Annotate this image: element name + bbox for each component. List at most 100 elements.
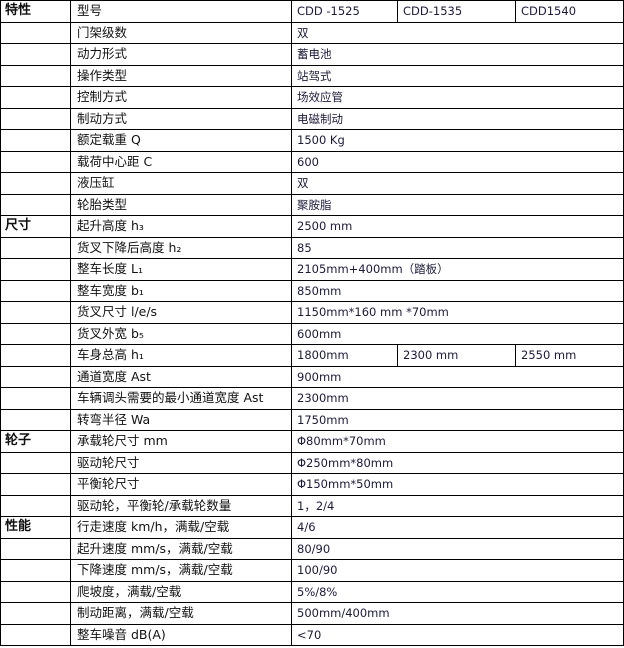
- table-row: 额定载重 Q 1500 Kg: [0, 129, 624, 152]
- label-cell: 驱动轮，平衡轮/承载轮数量: [70, 494, 292, 517]
- label-cell: 控制方式: [70, 86, 292, 109]
- value-cell: 100/90: [291, 559, 624, 582]
- category-cell: 尺寸: [0, 215, 71, 238]
- category-cell: [0, 236, 71, 259]
- table-row: 驱动轮尺寸 Φ250mm*80mm: [0, 451, 624, 474]
- table-row: 整车长度 L₁ 2105mm+400mm（踏板）: [0, 258, 624, 281]
- table-row: 货叉尺寸 l/e/s 1150mm*160 mm *70mm: [0, 301, 624, 324]
- label-cell: 起升速度 mm/s，满载/空载: [70, 537, 292, 560]
- category-cell: [0, 580, 71, 603]
- label-cell: 整车宽度 b₁: [70, 279, 292, 302]
- label-cell: 平衡轮尺寸: [70, 473, 292, 496]
- model-cell: CDD-1535: [397, 0, 516, 23]
- value-cell: 1500 Kg: [291, 129, 624, 152]
- label-cell: 门架级数: [70, 21, 292, 44]
- category-cell: [0, 494, 71, 517]
- category-cell: [0, 279, 71, 302]
- value-cell: 场效应管: [291, 86, 624, 109]
- label-cell: 整车噪音 dB(A): [70, 623, 292, 646]
- value-cell: 2105mm+400mm（踏板）: [291, 258, 624, 281]
- label-cell: 操作类型: [70, 64, 292, 87]
- category-cell: 特性: [0, 0, 71, 23]
- label-cell: 承载轮尺寸 mm: [70, 430, 292, 453]
- label-cell: 下降速度 mm/s，满载/空载: [70, 559, 292, 582]
- table-row: 动力形式 蓄电池: [0, 43, 624, 66]
- table-row: 性能 行走速度 km/h，满载/空载 4/6: [0, 516, 624, 539]
- label-cell: 行走速度 km/h，满载/空载: [70, 516, 292, 539]
- value-cell: 5%/8%: [291, 580, 624, 603]
- category-cell: [0, 43, 71, 66]
- category-cell: [0, 107, 71, 130]
- value-cell: <70: [291, 623, 624, 646]
- label-cell: 货叉尺寸 l/e/s: [70, 301, 292, 324]
- category-cell: 轮子: [0, 430, 71, 453]
- category-cell: [0, 129, 71, 152]
- value-cell: 600: [291, 150, 624, 173]
- category-cell: [0, 322, 71, 345]
- table-row: 整车噪音 dB(A) <70: [0, 623, 624, 646]
- value-cell: Φ250mm*80mm: [291, 451, 624, 474]
- table-row: 车身总高 h₁ 1800mm 2300 mm 2550 mm: [0, 344, 624, 367]
- label-cell: 爬坡度，满载/空载: [70, 580, 292, 603]
- value-cell: 900mm: [291, 365, 624, 388]
- label-cell: 转弯半径 Wa: [70, 408, 292, 431]
- label-cell: 液压缸: [70, 172, 292, 195]
- label-cell: 车身总高 h₁: [70, 344, 292, 367]
- table-row: 尺寸 起升高度 h₃ 2500 mm: [0, 215, 624, 238]
- label-cell: 驱动轮尺寸: [70, 451, 292, 474]
- table-row: 转弯半径 Wa 1750mm: [0, 408, 624, 431]
- category-cell: [0, 408, 71, 431]
- value-cell: 蓄电池: [291, 43, 624, 66]
- table-row: 制动方式 电磁制动: [0, 107, 624, 130]
- label-cell: 额定载重 Q: [70, 129, 292, 152]
- table-row: 起升速度 mm/s，满载/空载 80/90: [0, 537, 624, 560]
- value-cell: 600mm: [291, 322, 624, 345]
- value-cell: 500mm/400mm: [291, 602, 624, 625]
- table-row: 轮胎类型 聚胺脂: [0, 193, 624, 216]
- table-row: 平衡轮尺寸 Φ150mm*50mm: [0, 473, 624, 496]
- label-cell: 动力形式: [70, 43, 292, 66]
- category-cell: [0, 623, 71, 646]
- table-row: 制动距离，满载/空载 500mm/400mm: [0, 602, 624, 625]
- table-row: 操作类型 站驾式: [0, 64, 624, 87]
- value-cell: 双: [291, 21, 624, 44]
- category-cell: 性能: [0, 516, 71, 539]
- category-cell: [0, 537, 71, 560]
- value-cell: 2300 mm: [397, 344, 516, 367]
- table-row: 货叉外宽 b₅ 600mm: [0, 322, 624, 345]
- category-cell: [0, 21, 71, 44]
- category-cell: [0, 150, 71, 173]
- table-row: 轮子 承载轮尺寸 mm Φ80mm*70mm: [0, 430, 624, 453]
- value-cell: 80/90: [291, 537, 624, 560]
- table-row: 爬坡度，满载/空载 5%/8%: [0, 580, 624, 603]
- table-row: 整车宽度 b₁ 850mm: [0, 279, 624, 302]
- category-cell: [0, 602, 71, 625]
- model-cell: CDD -1525: [291, 0, 398, 23]
- category-cell: [0, 451, 71, 474]
- label-cell: 制动方式: [70, 107, 292, 130]
- table-row: 车辆调头需要的最小通道宽度 Ast 2300mm: [0, 387, 624, 410]
- value-cell: 1800mm: [291, 344, 398, 367]
- value-cell: 电磁制动: [291, 107, 624, 130]
- label-cell: 制动距离，满载/空载: [70, 602, 292, 625]
- label-cell: 载荷中心距 C: [70, 150, 292, 173]
- category-cell: [0, 387, 71, 410]
- value-cell: Φ80mm*70mm: [291, 430, 624, 453]
- value-cell: Φ150mm*50mm: [291, 473, 624, 496]
- table-row: 载荷中心距 C 600: [0, 150, 624, 173]
- category-cell: [0, 365, 71, 388]
- category-cell: [0, 559, 71, 582]
- value-cell: 2300mm: [291, 387, 624, 410]
- value-cell: 站驾式: [291, 64, 624, 87]
- table-row: 门架级数双: [0, 21, 624, 44]
- header-row: 特性 型号 CDD -1525 CDD-1535 CDD1540: [0, 0, 624, 23]
- value-cell: 1750mm: [291, 408, 624, 431]
- label-cell: 整车长度 L₁: [70, 258, 292, 281]
- label-cell: 轮胎类型: [70, 193, 292, 216]
- category-cell: [0, 344, 71, 367]
- table-row: 货叉下降后高度 h₂ 85: [0, 236, 624, 259]
- label-cell: 车辆调头需要的最小通道宽度 Ast: [70, 387, 292, 410]
- table-row: 下降速度 mm/s，满载/空载 100/90: [0, 559, 624, 582]
- model-cell: CDD1540: [515, 0, 624, 23]
